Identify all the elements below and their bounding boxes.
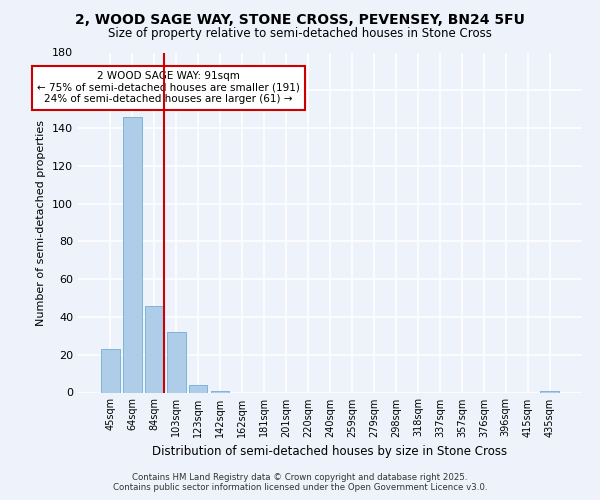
Bar [167, 332, 185, 392]
Text: Size of property relative to semi-detached houses in Stone Cross: Size of property relative to semi-detach… [108, 28, 492, 40]
Text: Contains HM Land Registry data © Crown copyright and database right 2025.
Contai: Contains HM Land Registry data © Crown c… [113, 473, 487, 492]
Y-axis label: Number of semi-detached properties: Number of semi-detached properties [37, 120, 46, 326]
Bar [101, 349, 119, 393]
Text: 2 WOOD SAGE WAY: 91sqm
← 75% of semi-detached houses are smaller (191)
24% of se: 2 WOOD SAGE WAY: 91sqm ← 75% of semi-det… [37, 71, 300, 104]
X-axis label: Distribution of semi-detached houses by size in Stone Cross: Distribution of semi-detached houses by … [152, 445, 508, 458]
Bar [145, 306, 164, 392]
Bar [541, 390, 559, 392]
Bar [189, 385, 208, 392]
Bar [211, 390, 229, 392]
Bar [123, 116, 142, 392]
Text: 2, WOOD SAGE WAY, STONE CROSS, PEVENSEY, BN24 5FU: 2, WOOD SAGE WAY, STONE CROSS, PEVENSEY,… [75, 12, 525, 26]
